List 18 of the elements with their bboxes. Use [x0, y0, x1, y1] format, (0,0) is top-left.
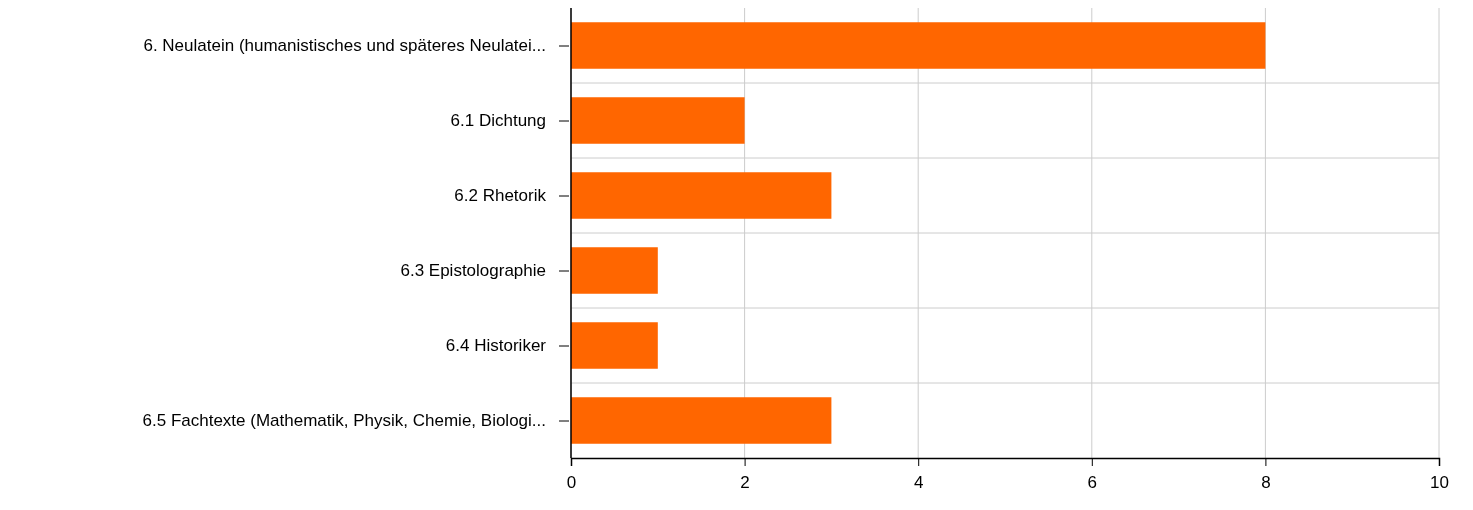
bar [571, 22, 1266, 69]
bar [571, 322, 658, 369]
y-tick-label: 6. Neulatein (humanistisches und späteres Neulatei... [143, 36, 546, 56]
y-tick-label: 6.3 Epistolographie [400, 261, 546, 281]
x-tick-label: 2 [740, 473, 750, 493]
x-tick-label: 8 [1261, 473, 1271, 493]
y-tick-label: 6.4 Historiker [445, 336, 547, 356]
bar [571, 172, 832, 219]
bar [571, 97, 745, 144]
bar [571, 247, 658, 294]
x-tick-label: 6 [1087, 473, 1098, 493]
bar [571, 397, 832, 444]
x-tick-label: 0 [566, 473, 577, 493]
x-tick-label: 10 [1430, 473, 1449, 493]
y-tick-label: 6.1 Dichtung [450, 111, 546, 131]
x-tick-label: 4 [913, 473, 924, 493]
y-tick-label: 6.5 Fachtexte (Mathematik, Physik, Chemie, Biologi... [142, 411, 546, 431]
y-tick-label: 6.2 Rhetorik [454, 186, 547, 206]
